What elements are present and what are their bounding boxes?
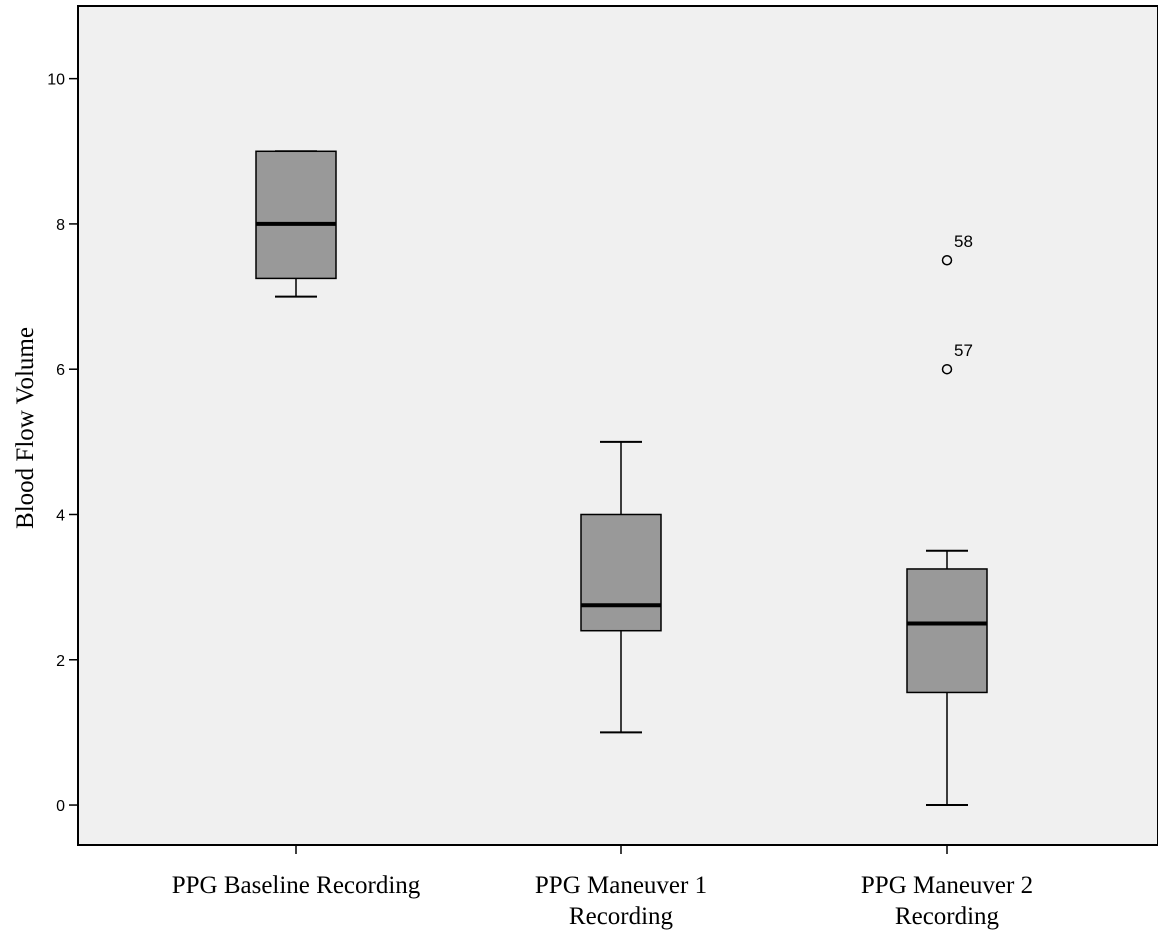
y-tick-label: 10 <box>47 72 65 89</box>
x-category-label: Recording <box>895 903 1000 930</box>
outlier-point <box>941 254 953 266</box>
outlier-label: 58 <box>954 232 973 251</box>
outlier-point <box>941 363 953 375</box>
y-tick-label: 0 <box>56 798 65 815</box>
y-tick-label: 6 <box>56 362 65 379</box>
box <box>906 568 988 694</box>
x-category-label: Recording <box>569 903 674 930</box>
x-category-label: PPG Maneuver 1 <box>535 872 707 899</box>
outlier-label: 57 <box>954 341 973 360</box>
plot-area <box>77 5 1158 846</box>
y-axis-label: Blood Flow Volume <box>12 327 39 529</box>
box <box>580 513 662 632</box>
y-tick-label: 2 <box>56 653 65 670</box>
y-tick-label: 4 <box>56 507 65 524</box>
x-category-label: PPG Baseline Recording <box>172 872 421 899</box>
x-category-label: PPG Maneuver 2 <box>861 872 1033 899</box>
box <box>255 150 337 280</box>
y-tick-label: 8 <box>56 217 65 234</box>
